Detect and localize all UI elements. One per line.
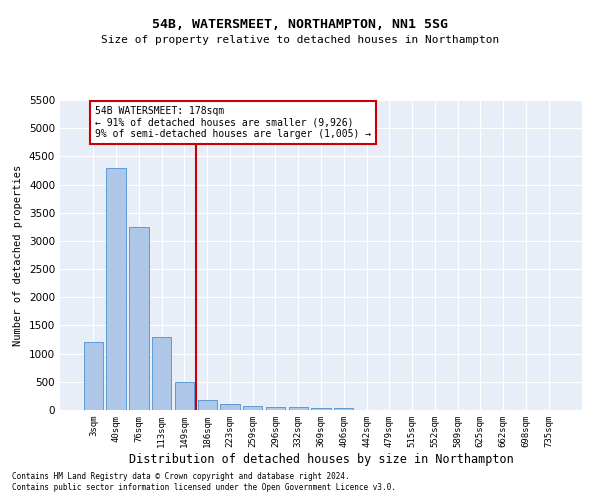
Bar — [84, 342, 103, 410]
Text: Contains HM Land Registry data © Crown copyright and database right 2024.: Contains HM Land Registry data © Crown c… — [12, 472, 350, 481]
Bar — [106, 168, 126, 410]
Text: Size of property relative to detached houses in Northampton: Size of property relative to detached ho… — [101, 35, 499, 45]
Text: 54B, WATERSMEET, NORTHAMPTON, NN1 5SG: 54B, WATERSMEET, NORTHAMPTON, NN1 5SG — [152, 18, 448, 30]
Bar — [175, 382, 194, 410]
Bar — [129, 227, 149, 410]
Text: 54B WATERSMEET: 178sqm
← 91% of detached houses are smaller (9,926)
9% of semi-d: 54B WATERSMEET: 178sqm ← 91% of detached… — [95, 106, 371, 139]
Bar — [266, 407, 285, 410]
Bar — [243, 406, 262, 410]
Bar — [334, 408, 353, 410]
Bar — [220, 404, 239, 410]
Text: Contains public sector information licensed under the Open Government Licence v3: Contains public sector information licen… — [12, 483, 396, 492]
Bar — [152, 336, 172, 410]
Bar — [311, 408, 331, 410]
Bar — [289, 407, 308, 410]
Bar — [197, 400, 217, 410]
Y-axis label: Number of detached properties: Number of detached properties — [13, 164, 23, 346]
X-axis label: Distribution of detached houses by size in Northampton: Distribution of detached houses by size … — [128, 452, 514, 466]
